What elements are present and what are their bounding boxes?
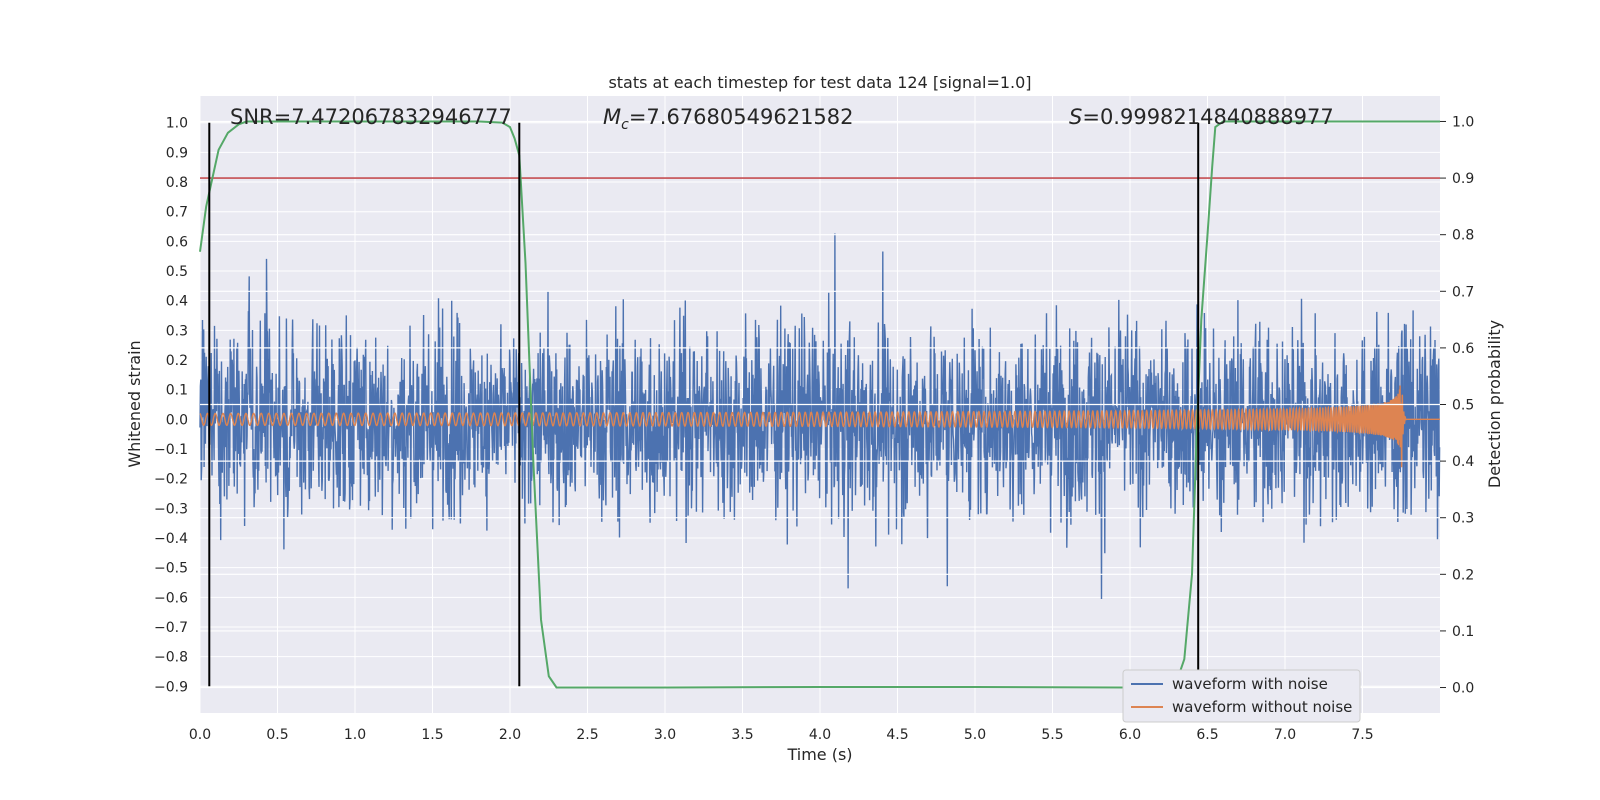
chart-title: stats at each timestep for test data 124… <box>608 73 1031 92</box>
y-tick-label-right: 0.9 <box>1452 171 1474 187</box>
legend-label-clean: waveform without noise <box>1172 698 1352 716</box>
y-tick-label-left: −0.7 <box>154 620 188 636</box>
x-tick-label: 1.0 <box>344 727 366 743</box>
chirp-mass-annotation: Mc=7.67680549621582 <box>603 105 854 133</box>
x-tick-label: 1.5 <box>421 727 443 743</box>
y-tick-label-left: −0.8 <box>154 650 188 666</box>
y-axis-label-right: Detection probability <box>1485 320 1504 488</box>
x-tick-label: 7.5 <box>1351 727 1373 743</box>
probability-trace <box>199 120 1440 689</box>
x-tick-label: 2.0 <box>499 727 521 743</box>
y-tick-label-left: 0.4 <box>166 294 188 310</box>
x-tick-label: 7.0 <box>1274 727 1296 743</box>
y-tick-label-right: 0.0 <box>1452 681 1474 697</box>
y-tick-label-left: 0.5 <box>166 264 188 280</box>
y-tick-label-right: 0.1 <box>1452 624 1474 640</box>
y-tick-label-left: 0.8 <box>166 175 188 191</box>
y-tick-label-right: 0.4 <box>1452 454 1474 470</box>
x-axis-label: Time (s) <box>786 745 852 764</box>
x-tick-label: 5.5 <box>1041 727 1063 743</box>
s-value: =0.9998214840888977 <box>1082 105 1333 129</box>
x-tick-label: 0.5 <box>266 727 288 743</box>
y-tick-label-right: 0.2 <box>1452 567 1474 583</box>
y-tick-label-left: −0.1 <box>154 442 188 458</box>
y-tick-label-right: 0.6 <box>1452 341 1474 357</box>
y-tick-label-left: 0.3 <box>166 323 188 339</box>
detection-markers <box>208 122 1200 687</box>
y-tick-label-left: 1.0 <box>166 116 188 132</box>
y-tick-label-left: −0.4 <box>154 531 188 547</box>
x-tick-label: 4.5 <box>886 727 908 743</box>
x-tick-label: 3.5 <box>731 727 753 743</box>
y-tick-label-left: −0.6 <box>154 590 188 606</box>
axes: 0.0 0.5 1.0 1.5 2.0 2.5 3.0 3.5 4.0 4.5 5.0 5.5 6.0 6… <box>154 114 1474 743</box>
probability-curve <box>199 120 1440 689</box>
snr-annotation: SNR=7.472067832946777 <box>230 105 512 129</box>
noise-trace <box>199 233 1441 600</box>
y-tick-label-left: 0.2 <box>166 353 188 369</box>
y-tick-label-right: 0.8 <box>1452 228 1474 244</box>
y-tick-label-left: −0.9 <box>154 679 188 695</box>
y-tick-label-left: 0.9 <box>166 145 188 161</box>
x-tick-label: 3.0 <box>654 727 676 743</box>
x-tick-label: 0.0 <box>189 727 211 743</box>
noise-waveform <box>199 233 1441 600</box>
x-tick-label: 6.0 <box>1119 727 1141 743</box>
legend-label-noise: waveform with noise <box>1172 675 1328 693</box>
y-tick-label-left: 0.1 <box>166 383 188 399</box>
s-annotation: S=0.9998214840888977 <box>1069 105 1334 129</box>
y-axis-label-left: Whitened strain <box>125 340 144 467</box>
y-tick-label-left: −0.3 <box>154 501 188 517</box>
y-tick-label-left: −0.2 <box>154 472 188 488</box>
x-tick-label: 5.0 <box>964 727 986 743</box>
y-tick-label-right: 1.0 <box>1452 114 1474 130</box>
x-tick-label: 4.0 <box>809 727 831 743</box>
chirp-mass-value: =7.67680549621582 <box>629 105 854 129</box>
x-tick-label: 6.5 <box>1196 727 1218 743</box>
s-symbol: S <box>1069 105 1082 129</box>
clean-waveform <box>199 385 1440 468</box>
y-tick-label-right: 0.7 <box>1452 284 1474 300</box>
legend: waveform with noise waveform without noi… <box>1122 669 1361 723</box>
y-tick-label-left: −0.5 <box>154 561 188 577</box>
chirp-mass-symbol: M <box>603 105 621 129</box>
clean-trace <box>199 385 1440 468</box>
legend-box <box>1122 669 1361 723</box>
y-tick-label-right: 0.3 <box>1452 511 1474 527</box>
y-tick-label-left: 0.6 <box>166 234 188 250</box>
y-tick-label-left: 0.0 <box>166 412 188 428</box>
chirp-mass-subscript: c <box>621 117 629 133</box>
y-tick-label-right: 0.5 <box>1452 398 1474 414</box>
x-tick-label: 2.5 <box>576 727 598 743</box>
y-tick-label-left: 0.7 <box>166 205 188 221</box>
